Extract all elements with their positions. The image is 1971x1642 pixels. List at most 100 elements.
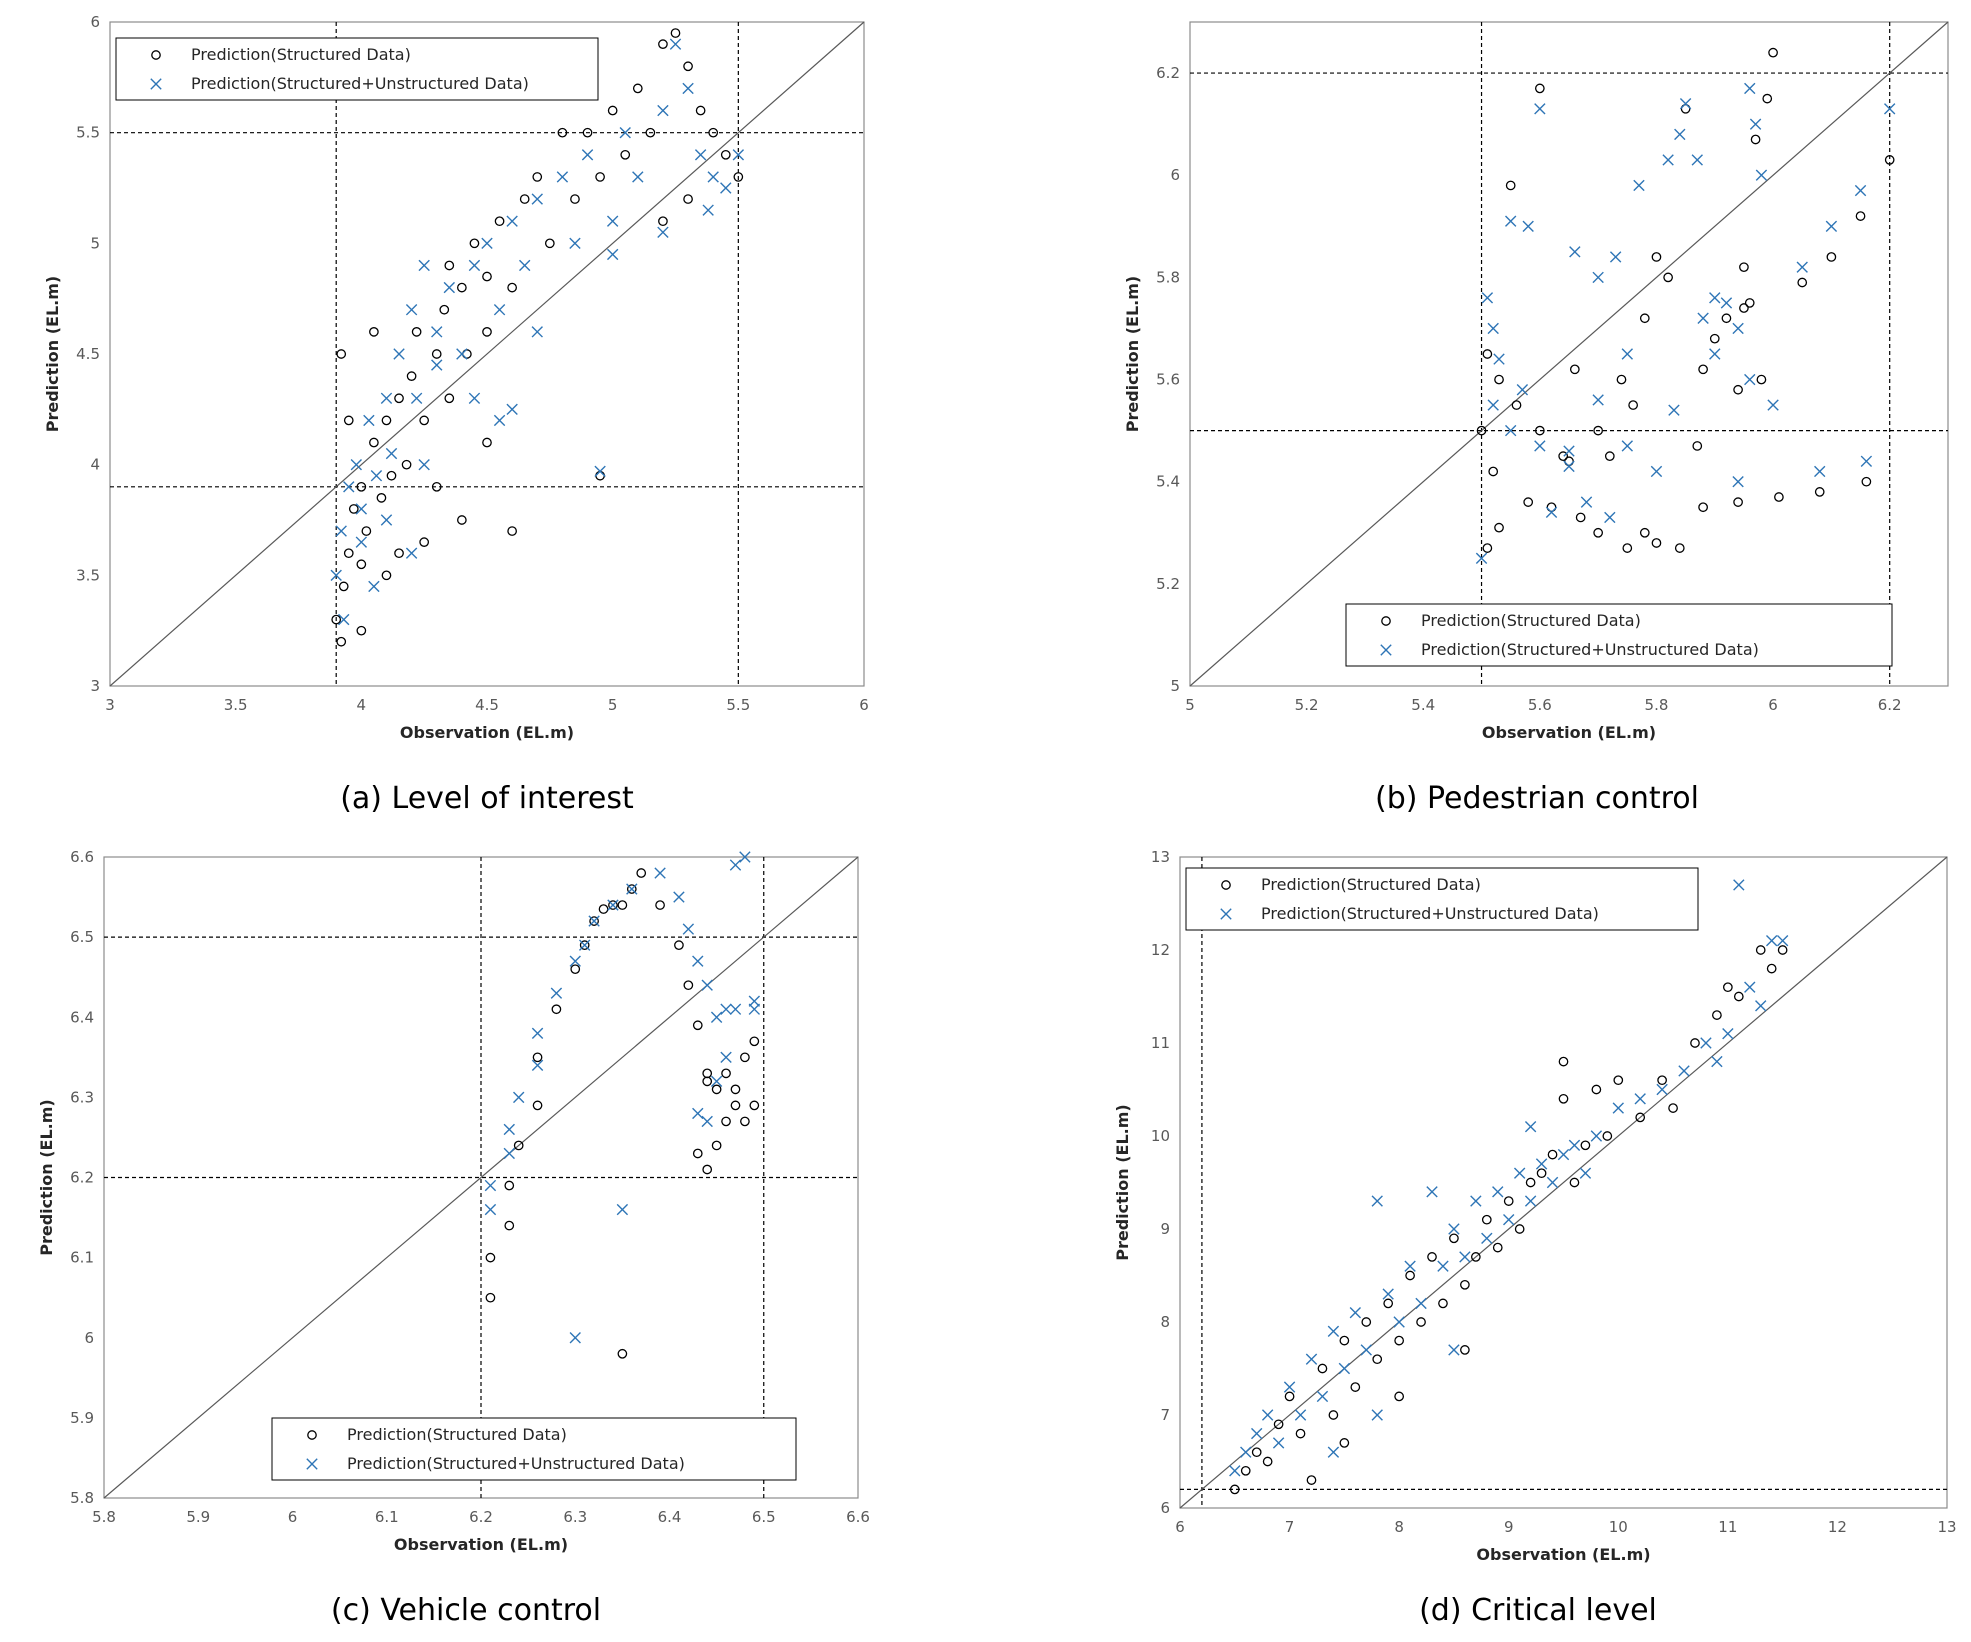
data-point-combined (654, 867, 666, 879)
series-structured (1229, 945, 1788, 1495)
data-point-structured (482, 271, 492, 282)
cross-stroke (1697, 312, 1709, 324)
data-point-combined (1668, 404, 1680, 416)
data-point-combined (1448, 1223, 1460, 1235)
data-point-structured (1482, 543, 1493, 553)
data-point-structured (1383, 1298, 1394, 1309)
series-structured (485, 868, 760, 1359)
data-point-structured (617, 1348, 628, 1359)
data-point-combined (1513, 1167, 1526, 1179)
x-tick-label: 13 (1937, 1518, 1956, 1536)
legend-label-structured: Prediction(Structured Data) (347, 1425, 567, 1444)
data-point-combined (1240, 1446, 1252, 1458)
data-point-structured (1698, 364, 1708, 375)
data-point-combined (405, 304, 418, 316)
data-point-structured (507, 282, 517, 293)
data-point-combined (739, 851, 751, 863)
cross-stroke (1545, 506, 1558, 519)
data-point-combined (1656, 1083, 1668, 1096)
cross-stroke (1316, 1390, 1329, 1403)
data-point-combined (1662, 154, 1674, 166)
cross-stroke (1327, 1446, 1340, 1458)
data-point-combined (692, 1107, 704, 1120)
cross-stroke (468, 259, 481, 272)
cross-stroke (1251, 1427, 1263, 1440)
cross-stroke (729, 859, 742, 871)
data-point-structured (1295, 1428, 1306, 1439)
data-point-combined (370, 470, 383, 482)
data-point-combined (1524, 1121, 1537, 1133)
data-point-structured (683, 61, 693, 72)
data-point-structured (1744, 298, 1755, 308)
data-point-structured (406, 371, 417, 381)
data-point-combined (1251, 1427, 1263, 1440)
cross-stroke (506, 215, 518, 227)
cross-stroke (1360, 1344, 1372, 1356)
cross-stroke (1493, 353, 1505, 365)
cross-stroke (1709, 348, 1721, 360)
data-point-structured (658, 216, 668, 227)
cross-stroke (1722, 1028, 1734, 1040)
data-point-structured (343, 548, 354, 559)
cross-stroke (682, 923, 695, 935)
data-point-structured (394, 548, 404, 559)
cross-stroke (370, 470, 383, 482)
cross-stroke (418, 458, 430, 471)
data-point-combined (1604, 511, 1616, 524)
x-tick-label: 6.3 (563, 1508, 587, 1526)
cross-stroke (393, 348, 405, 360)
x-tick-label: 6.5 (752, 1508, 776, 1526)
data-point-structured (1394, 1391, 1404, 1402)
cross-stroke (380, 392, 393, 404)
y-axis-title: Prediction (EL.m) (43, 276, 62, 432)
x-tick-label: 7 (1285, 1518, 1295, 1536)
data-point-structured (1505, 180, 1516, 191)
data-point-structured (1723, 982, 1733, 993)
data-point-combined (393, 348, 405, 360)
cross-stroke (692, 1107, 704, 1120)
y-tick-label: 3.5 (76, 566, 100, 584)
data-point-structured (749, 1100, 760, 1111)
cross-stroke (1767, 399, 1779, 411)
data-point-combined (702, 204, 714, 216)
cross-stroke (1609, 251, 1622, 263)
data-point-structured (589, 916, 599, 926)
data-point-structured (331, 614, 342, 625)
data-point-structured (645, 127, 656, 138)
data-point-structured (557, 127, 568, 138)
x-tick-label: 6 (859, 696, 869, 714)
cross-stroke (1305, 1353, 1318, 1365)
data-point-structured (394, 393, 404, 404)
data-point-structured (1558, 451, 1569, 462)
cross-stroke (1492, 1186, 1504, 1198)
cross-stroke (503, 1147, 515, 1160)
cross-stroke (739, 851, 751, 863)
cross-stroke (368, 580, 380, 593)
cross-stroke (654, 867, 666, 879)
x-tick-label: 5.4 (1411, 696, 1435, 714)
chart-panel-4: 6 7 8 9 10 11 12 13 6 7 8 9 10 11 12 13 Observation (EL.… (1113, 848, 1957, 1628)
data-point-combined (1524, 1195, 1537, 1207)
data-point-structured (570, 194, 580, 204)
data-point-combined (1516, 384, 1529, 396)
series-combined (1229, 879, 1789, 1477)
data-point-combined (431, 359, 443, 371)
data-point-structured (1251, 1447, 1262, 1458)
cross-stroke (1796, 261, 1808, 273)
cross-stroke (1733, 879, 1745, 891)
cross-stroke (1732, 475, 1744, 488)
x-tick-label: 5.5 (726, 696, 750, 714)
data-point-structured (711, 1140, 722, 1151)
data-point-structured (749, 1036, 760, 1047)
data-point-combined (669, 38, 682, 50)
data-point-combined (405, 547, 418, 559)
x-tick-label: 3 (105, 696, 115, 714)
cross-stroke (1633, 179, 1645, 192)
data-point-combined (1437, 1260, 1449, 1272)
data-point-combined (701, 1115, 713, 1128)
data-point-structured (607, 105, 618, 116)
x-tick-label: 5.9 (186, 1508, 210, 1526)
data-point-structured (1494, 522, 1504, 533)
x-tick-label: 11 (1718, 1518, 1737, 1536)
cross-stroke (588, 915, 600, 927)
